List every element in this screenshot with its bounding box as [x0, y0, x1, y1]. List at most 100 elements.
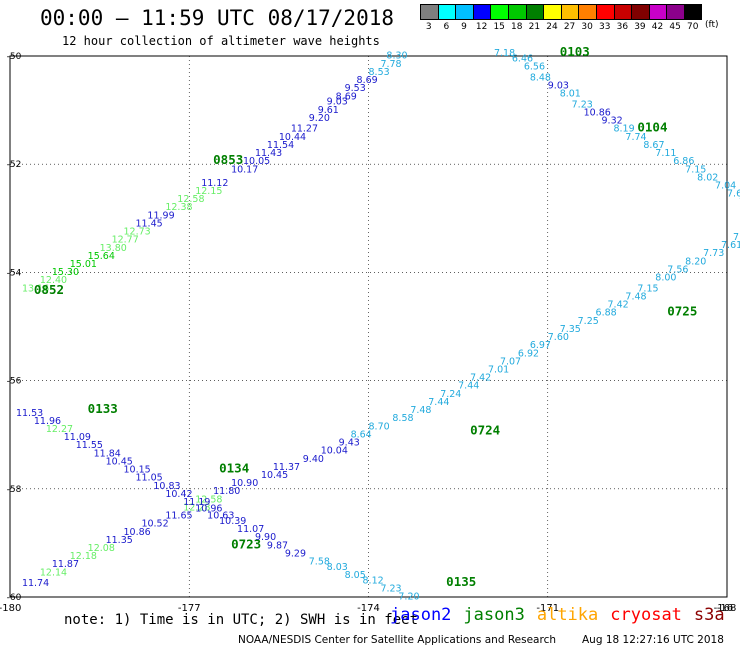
- swh-value-label: 11.55: [76, 440, 103, 451]
- x-tick-label: -171: [536, 603, 559, 614]
- swh-value-label: 12.18: [70, 551, 97, 562]
- axis-ticks: -180 -177 -174 -171 -168-16 -60 -58 -56 -54 -52 -5…: [0, 52, 736, 614]
- swh-value-label: 7.24: [440, 389, 461, 400]
- swh-value-label: 8.20: [685, 256, 706, 267]
- swh-value-label: 10.15: [124, 465, 151, 476]
- swh-value-label: 8.70: [369, 421, 390, 432]
- satellite-legend-item: s3a: [693, 605, 725, 625]
- swh-value-label: 7.56: [667, 264, 688, 275]
- color-swatch: [507, 4, 526, 20]
- swh-value-label: 10.86: [124, 527, 151, 538]
- color-scale-unit: (ft): [705, 20, 719, 30]
- swh-value-label: 7.25: [578, 316, 599, 327]
- time-label: 0724: [470, 423, 500, 438]
- swh-value-label: 7.74: [625, 132, 646, 143]
- color-swatch: [683, 4, 702, 20]
- color-scale-cell: 70: [683, 4, 702, 32]
- time-label: 0134: [219, 461, 249, 476]
- swh-value-label: 10.96: [195, 504, 222, 515]
- swh-value-label: 6.56: [524, 62, 545, 73]
- satellite-legend-item: cryosat: [610, 605, 682, 625]
- color-scale-cell: 9: [455, 4, 473, 32]
- color-swatch: [578, 4, 596, 20]
- color-swatch: [666, 4, 684, 20]
- swh-value-label: 12.15: [195, 186, 222, 197]
- x-tick-label: -168: [714, 603, 737, 614]
- swh-value-label: 11.45: [135, 218, 162, 229]
- plot-frame: [9, 55, 728, 598]
- swh-value-label: 11.84: [94, 448, 121, 459]
- swh-value-label: 8.02: [697, 172, 718, 183]
- swh-value-label: 8.69: [336, 91, 357, 102]
- color-scale-cell: 42: [648, 4, 667, 32]
- color-scale-cell: 45: [666, 4, 684, 32]
- time-label: 0852: [34, 282, 64, 297]
- x-tick-label: -174: [357, 603, 380, 614]
- swh-value-label: 13.80: [100, 243, 127, 254]
- swh-value-label: 15.64: [88, 251, 115, 262]
- swh-value-label: 8.30: [386, 51, 407, 62]
- swh-value-label: 9.03: [327, 97, 348, 108]
- color-scale-label: 45: [669, 22, 681, 32]
- swh-value-label: 10.05: [243, 156, 270, 167]
- swh-value-label: 7.42: [470, 373, 491, 384]
- swh-value-label: 9.61: [318, 105, 339, 116]
- y-tick-label: -50: [7, 52, 22, 62]
- swh-value-label: 7.04: [715, 181, 736, 192]
- swh-value-label: 11.05: [135, 473, 162, 484]
- swh-value-label: 12.14: [40, 567, 67, 578]
- y-tick-label: -56: [7, 377, 22, 387]
- swh-value-label: 13.16: [22, 283, 49, 294]
- color-swatch: [648, 4, 667, 20]
- time-label: 0104: [637, 120, 667, 135]
- swh-value-label: 7.15: [685, 164, 706, 175]
- swh-value-label: 7.58: [309, 557, 330, 568]
- swh-value-label: 11.35: [106, 535, 133, 546]
- x-tick-label: -16: [717, 603, 733, 614]
- color-scale-label: 39: [634, 22, 646, 32]
- swh-value-label: 12.58: [195, 494, 222, 505]
- swh-value-label: 8.53: [369, 67, 390, 78]
- swh-value-label: 7.78: [380, 59, 401, 70]
- color-scale-cell: 21: [525, 4, 544, 32]
- satellite-legend-item: jason2: [390, 605, 452, 625]
- swh-value-label: 6.97: [530, 340, 551, 351]
- color-swatch: [543, 4, 561, 20]
- color-scale-legend: 3 6 9 12 15 18 21 24 27 30 33 36 39 42 45 70: [420, 4, 702, 32]
- swh-value-label: 11.99: [147, 210, 174, 221]
- color-scale-cell: 27: [560, 4, 579, 32]
- swh-value-label: 11.65: [165, 511, 192, 522]
- color-scale-cell: 12: [472, 4, 491, 32]
- swh-value-label: 11.53: [16, 408, 43, 419]
- color-scale-cell: 30: [578, 4, 596, 32]
- swh-value-label: 11.09: [64, 432, 91, 443]
- swh-value-label: 9.53: [345, 83, 366, 94]
- satellite-legend: jason2 jason3 altika cryosat s3a: [390, 605, 737, 625]
- color-scale-label: 18: [511, 22, 523, 32]
- color-scale-cell: 39: [631, 4, 649, 32]
- swh-value-label: 11.96: [34, 416, 61, 427]
- color-scale-label: 21: [528, 22, 541, 32]
- swh-value-label: 12.28: [183, 502, 210, 513]
- color-scale-label: 12: [475, 22, 488, 32]
- swh-value-label: 11.43: [255, 148, 282, 159]
- swh-value-label: 10.45: [106, 456, 133, 467]
- y-tick-label: -54: [7, 268, 22, 278]
- swh-value-label: 9.03: [548, 80, 569, 91]
- x-tick-label: -180: [0, 603, 21, 614]
- color-swatch: [613, 4, 632, 20]
- swh-value-label: 10.63: [207, 511, 234, 522]
- swh-value-label: 8.58: [392, 413, 413, 424]
- swh-value-label: 10.42: [165, 489, 192, 500]
- generated-timestamp: Aug 18 12:27:16 UTC 2018: [582, 634, 724, 646]
- swh-value-label: 9.90: [255, 532, 276, 543]
- swh-value-label: 8.69: [357, 75, 378, 86]
- color-scale-label: 15: [493, 22, 505, 32]
- color-swatch: [525, 4, 544, 20]
- swh-value-label: 7.23: [380, 584, 401, 595]
- footer-note: note: 1) Time is in UTC; 2) SWH is in fe…: [64, 612, 419, 628]
- swh-value-label: 11.80: [213, 486, 240, 497]
- swh-value-label: 8.64: [351, 429, 372, 440]
- color-scale-label: 27: [563, 22, 576, 32]
- color-scale-label: 42: [651, 22, 664, 32]
